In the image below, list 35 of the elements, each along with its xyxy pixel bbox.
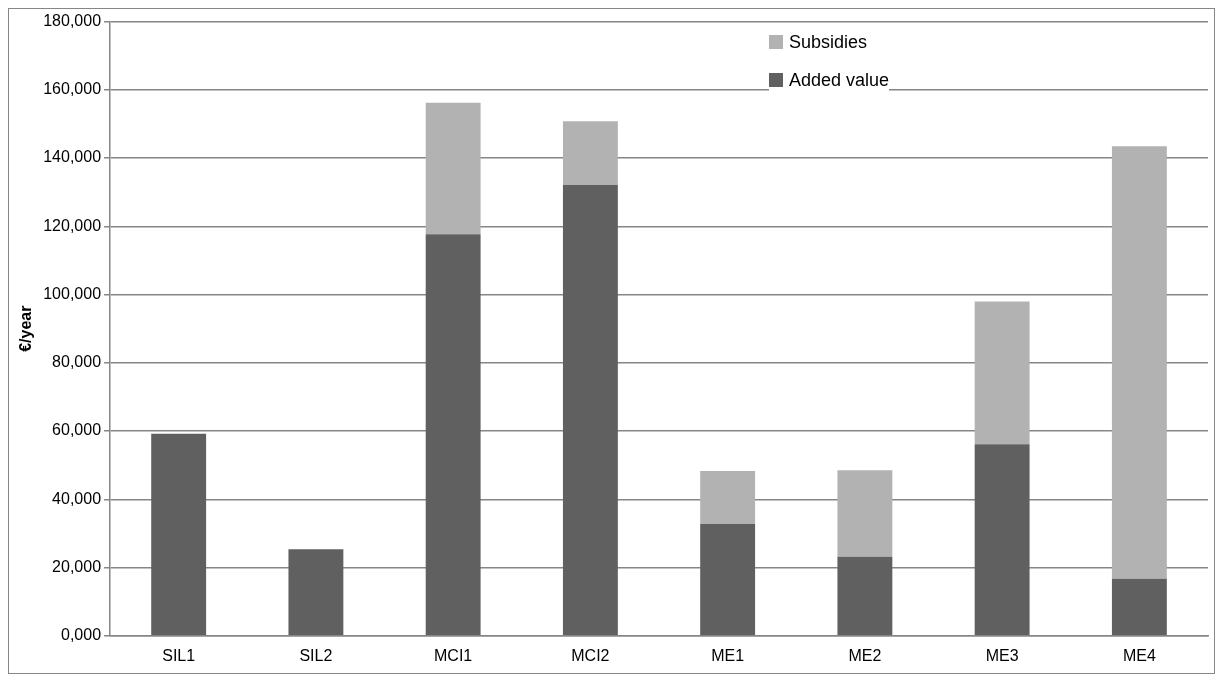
y-tick-label: 40,000 <box>52 489 102 507</box>
x-tick-label: SIL1 <box>162 646 196 664</box>
bar <box>288 549 344 636</box>
bar <box>562 185 618 636</box>
y-tick-label: 100,000 <box>43 284 102 302</box>
bar <box>562 121 618 186</box>
bar <box>837 556 893 636</box>
x-tick-label: ME4 <box>1122 646 1156 664</box>
y-tick-label: 80,000 <box>52 353 102 371</box>
bar <box>974 301 1030 445</box>
bar <box>151 433 207 636</box>
bar <box>700 470 756 524</box>
bar <box>974 444 1030 636</box>
x-tick-label: SIL2 <box>299 646 333 664</box>
bar <box>1111 578 1167 636</box>
y-tick-label: 120,000 <box>43 216 102 234</box>
y-tick-label: 180,000 <box>43 12 102 30</box>
bar <box>1111 146 1167 579</box>
y-tick-label: 60,000 <box>52 421 102 439</box>
y-tick-label: 20,000 <box>52 557 102 575</box>
bar <box>425 102 481 235</box>
y-axis-title: €/year <box>17 305 35 352</box>
x-tick-label: ME1 <box>711 646 745 664</box>
x-tick-label: ME2 <box>848 646 882 664</box>
bar <box>837 470 893 557</box>
y-tick-label: 0,000 <box>60 626 102 644</box>
y-tick-label: 160,000 <box>43 80 102 98</box>
bar <box>425 234 481 636</box>
x-tick-label: MCI2 <box>571 646 610 664</box>
bar <box>700 523 756 636</box>
x-tick-label: ME3 <box>985 646 1019 664</box>
legend-label: Subsidies <box>789 31 868 54</box>
legend-label: Added value <box>789 69 890 92</box>
x-tick-label: MCI1 <box>434 646 473 664</box>
y-tick-label: 140,000 <box>43 148 102 166</box>
